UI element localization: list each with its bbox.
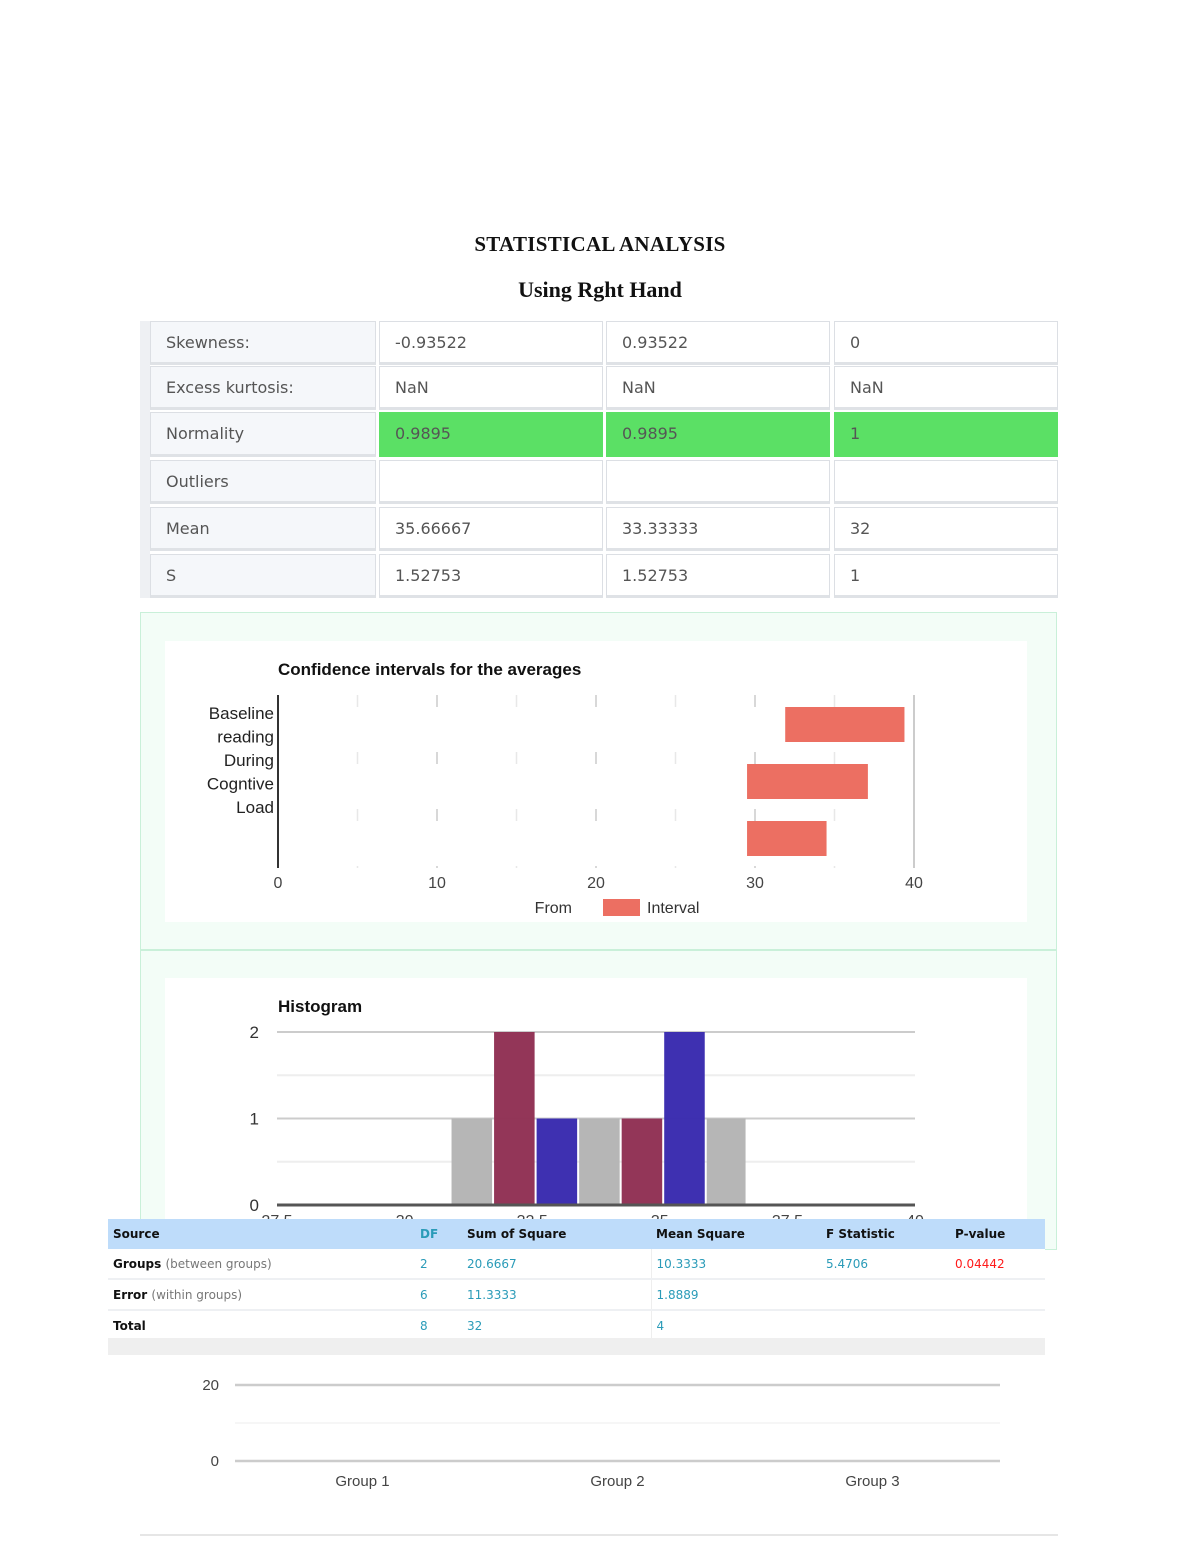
df-cell: 6 bbox=[415, 1279, 462, 1311]
y-tick-label: 0 bbox=[211, 1453, 219, 1470]
f-cell bbox=[821, 1310, 950, 1342]
ci-bar bbox=[747, 821, 827, 856]
p-value-cell: 0.04442 bbox=[950, 1249, 1045, 1280]
histogram-bar bbox=[706, 1118, 746, 1205]
stats-row-label: Mean bbox=[150, 507, 376, 551]
stats-cell bbox=[606, 460, 830, 504]
x-tick-label: 40 bbox=[905, 875, 923, 892]
x-category-label: Group 1 bbox=[335, 1473, 389, 1490]
source-cell: Total bbox=[108, 1310, 415, 1342]
stats-cell: 33.33333 bbox=[606, 507, 830, 551]
header-p: P-value bbox=[950, 1219, 1045, 1249]
source-note: (between groups) bbox=[165, 1256, 272, 1271]
header-ms: Mean Square bbox=[651, 1219, 821, 1249]
header-df: DF bbox=[415, 1219, 462, 1249]
source-cell: Error (within groups) bbox=[108, 1279, 415, 1311]
stats-cell: NaN bbox=[379, 366, 603, 410]
histogram-bar bbox=[664, 1032, 705, 1205]
header-ss: Sum of Square bbox=[462, 1219, 651, 1249]
p-value-cell bbox=[950, 1310, 1045, 1342]
stats-cell: 35.66667 bbox=[379, 507, 603, 551]
stats-cell: 1 bbox=[834, 412, 1058, 457]
x-tick-label: 10 bbox=[428, 875, 446, 892]
ss-cell: 11.3333 bbox=[462, 1279, 652, 1311]
histogram-bar bbox=[494, 1032, 535, 1205]
f-cell bbox=[821, 1279, 950, 1311]
anova-row: Error (within groups) 6 11.3333 1.8889 bbox=[108, 1279, 1045, 1311]
x-tick-label: 30 bbox=[746, 875, 764, 892]
stats-cell: 0.9895 bbox=[379, 412, 603, 457]
divider bbox=[140, 1534, 1058, 1536]
stats-cell: NaN bbox=[606, 366, 830, 410]
stats-row-label: Excess kurtosis: bbox=[150, 366, 376, 410]
stats-cell: 1 bbox=[834, 554, 1058, 598]
y-tick-label: 20 bbox=[202, 1377, 219, 1394]
source-note: (within groups) bbox=[151, 1287, 243, 1302]
source-cell: Groups (between groups) bbox=[108, 1249, 415, 1280]
ms-cell: 10.3333 bbox=[651, 1249, 821, 1280]
y-tick-label: 2 bbox=[250, 1023, 259, 1042]
x-category-label: Group 2 bbox=[590, 1473, 644, 1490]
anova-footer bbox=[108, 1338, 1045, 1355]
stats-row-label: Normality bbox=[150, 412, 376, 457]
x-category-label: Group 3 bbox=[845, 1473, 899, 1490]
legend-interval: Interval bbox=[647, 900, 699, 917]
df-cell: 2 bbox=[415, 1249, 462, 1280]
anova-table: Source DF Sum of Square Mean Square F St… bbox=[108, 1219, 1045, 1342]
stats-cell: 0.93522 bbox=[606, 321, 830, 365]
histogram-bar bbox=[451, 1118, 493, 1205]
stats-cell: 0.9895 bbox=[606, 412, 830, 457]
df-cell: 8 bbox=[415, 1310, 462, 1342]
legend-swatch bbox=[603, 899, 640, 916]
stats-row-label: S bbox=[150, 554, 376, 598]
source-name: Error bbox=[113, 1287, 148, 1302]
histogram-bar bbox=[621, 1118, 663, 1205]
ss-cell: 32 bbox=[462, 1310, 652, 1342]
ci-bar bbox=[747, 764, 868, 799]
document-title: STATISTICAL ANALYSIS bbox=[474, 232, 726, 256]
ss-cell: 20.6667 bbox=[462, 1249, 652, 1280]
source-name: Total bbox=[113, 1318, 146, 1333]
stats-cell bbox=[379, 460, 603, 504]
histogram-bar bbox=[579, 1118, 620, 1205]
table-left-strip bbox=[140, 321, 150, 598]
stats-cell: 0 bbox=[834, 321, 1058, 365]
stats-cell bbox=[834, 460, 1058, 504]
document-subtitle: Using Rght Hand bbox=[518, 277, 682, 302]
header-f: F Statistic bbox=[821, 1219, 950, 1249]
ci-chart-card bbox=[165, 641, 1027, 922]
ci-chart-title: Confidence intervals for the averages bbox=[278, 660, 581, 679]
x-tick-label: 0 bbox=[274, 875, 283, 892]
ci-bar bbox=[785, 707, 905, 742]
stats-cell: 1.52753 bbox=[606, 554, 830, 598]
legend-from: From bbox=[535, 900, 572, 917]
y-category-label: Baseline reading During Cogntive Load bbox=[207, 704, 274, 817]
y-tick-label: 0 bbox=[250, 1196, 259, 1215]
anova-header-row: Source DF Sum of Square Mean Square F St… bbox=[108, 1219, 1045, 1249]
p-value-cell bbox=[950, 1279, 1045, 1311]
stats-row-label: Outliers bbox=[150, 460, 376, 504]
stats-cell: -0.93522 bbox=[379, 321, 603, 365]
histogram-bar bbox=[536, 1118, 578, 1205]
source-name: Groups bbox=[113, 1256, 162, 1271]
stats-row-label: Skewness: bbox=[150, 321, 376, 365]
f-cell: 5.4706 bbox=[821, 1249, 950, 1280]
y-tick-label: 1 bbox=[250, 1110, 259, 1129]
header-source: Source bbox=[108, 1219, 415, 1249]
histogram-title: Histogram bbox=[278, 997, 362, 1016]
anova-row: Groups (between groups) 2 20.6667 10.333… bbox=[108, 1249, 1045, 1280]
anova-row: Total 8 32 4 bbox=[108, 1310, 1045, 1342]
x-tick-label: 20 bbox=[587, 875, 605, 892]
stats-cell: NaN bbox=[834, 366, 1058, 410]
stats-cell: 1.52753 bbox=[379, 554, 603, 598]
ms-cell: 1.8889 bbox=[651, 1279, 821, 1311]
stats-cell: 32 bbox=[834, 507, 1058, 551]
